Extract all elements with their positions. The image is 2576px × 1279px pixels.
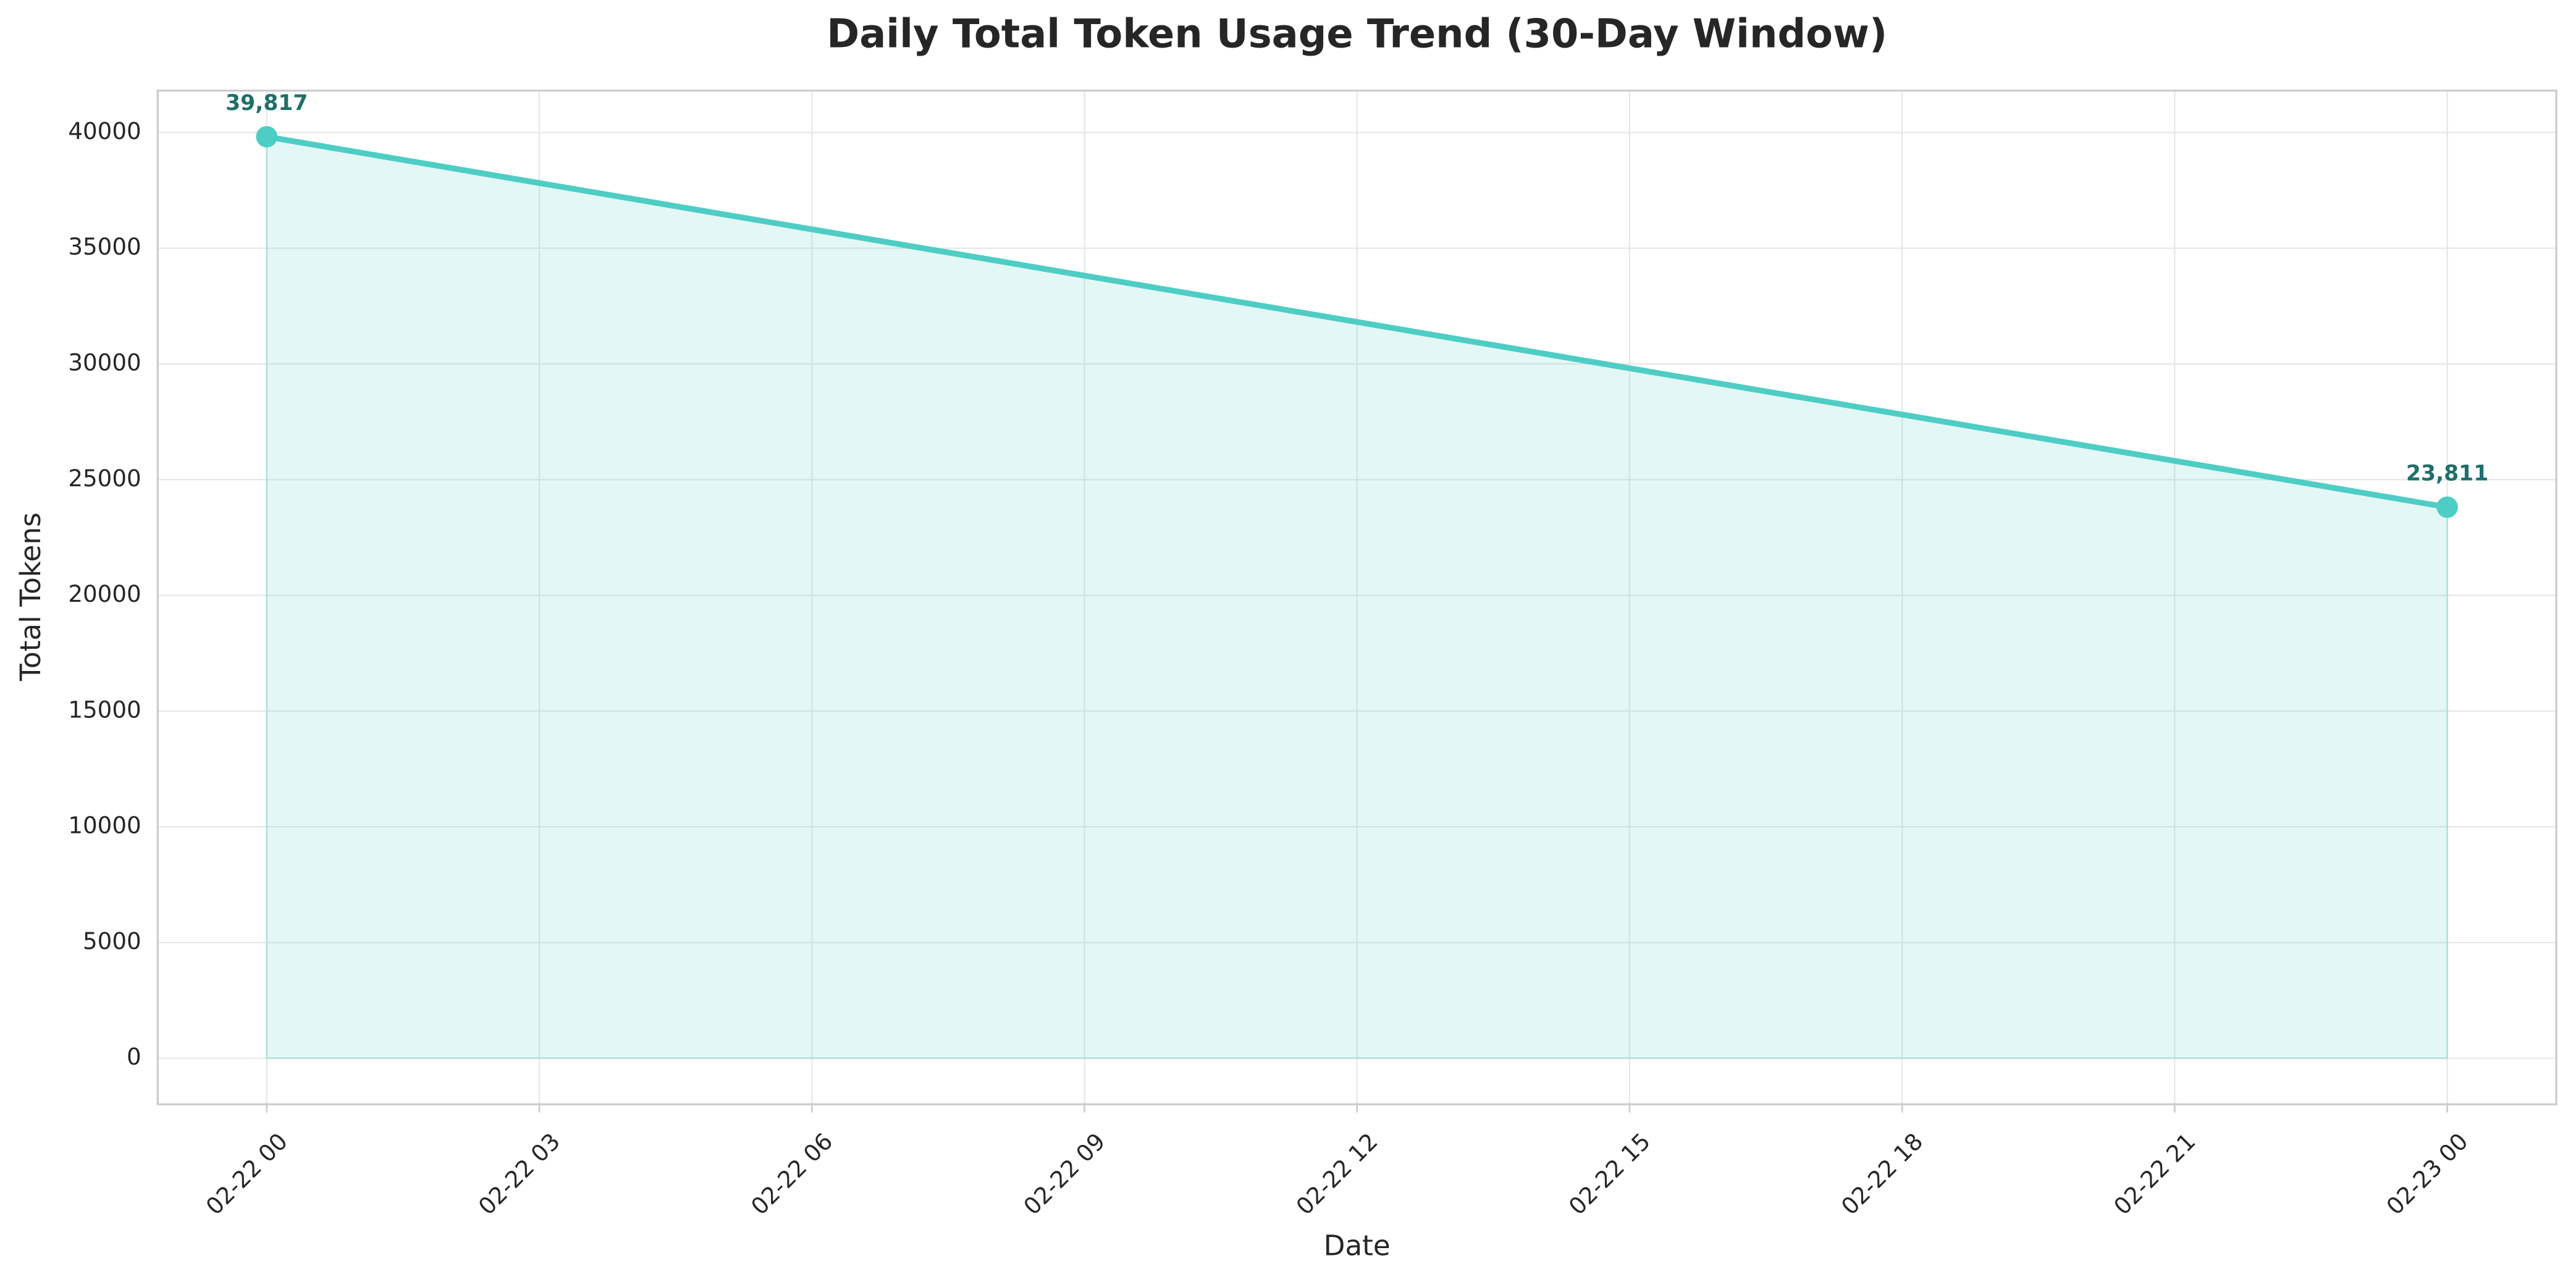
line (266, 133, 2448, 510)
x-tick-label: 02-22 06 (746, 1128, 838, 1220)
x-tick-label: 02-22 03 (473, 1128, 565, 1220)
x-tick-label: 02-22 12 (1290, 1128, 1383, 1220)
y-tick-label: 30000 (68, 348, 141, 376)
plot-area: 0 5000 10000 15000 20000 25000 30000 35000 40000… (68, 90, 2557, 1220)
y-tick-label: 10000 (68, 812, 141, 839)
y-tick-label: 25000 (68, 465, 141, 492)
x-tick-label: 02-23 00 (2381, 1128, 2473, 1220)
x-axis-label: Date (1324, 1229, 1391, 1262)
value-label: 39,817 (225, 91, 308, 116)
x-tick-label: 02-22 15 (1564, 1128, 1656, 1220)
x-tick-label: 02-22 00 (201, 1128, 293, 1220)
y-tick-label: 5000 (83, 927, 141, 955)
y-tick-label: 35000 (68, 233, 141, 260)
value-label: 23,811 (2406, 461, 2488, 486)
y-tick-label: 40000 (68, 117, 141, 145)
chart-title: Daily Total Token Usage Trend (30-Day Wi… (827, 11, 1887, 57)
point (2436, 496, 2458, 518)
y-tick-label: 15000 (68, 696, 141, 723)
plot-frame (156, 90, 2557, 1105)
point (256, 125, 278, 148)
x-tick-label: 02-22 21 (2108, 1128, 2200, 1220)
x-tick-label: 02-22 18 (1836, 1128, 1928, 1220)
y-tick-label: 20000 (68, 580, 141, 607)
y-tick-label: 0 (127, 1043, 141, 1070)
x-tick-label: 02-22 09 (1018, 1128, 1110, 1220)
y-axis-label: Total Tokens (14, 512, 47, 682)
